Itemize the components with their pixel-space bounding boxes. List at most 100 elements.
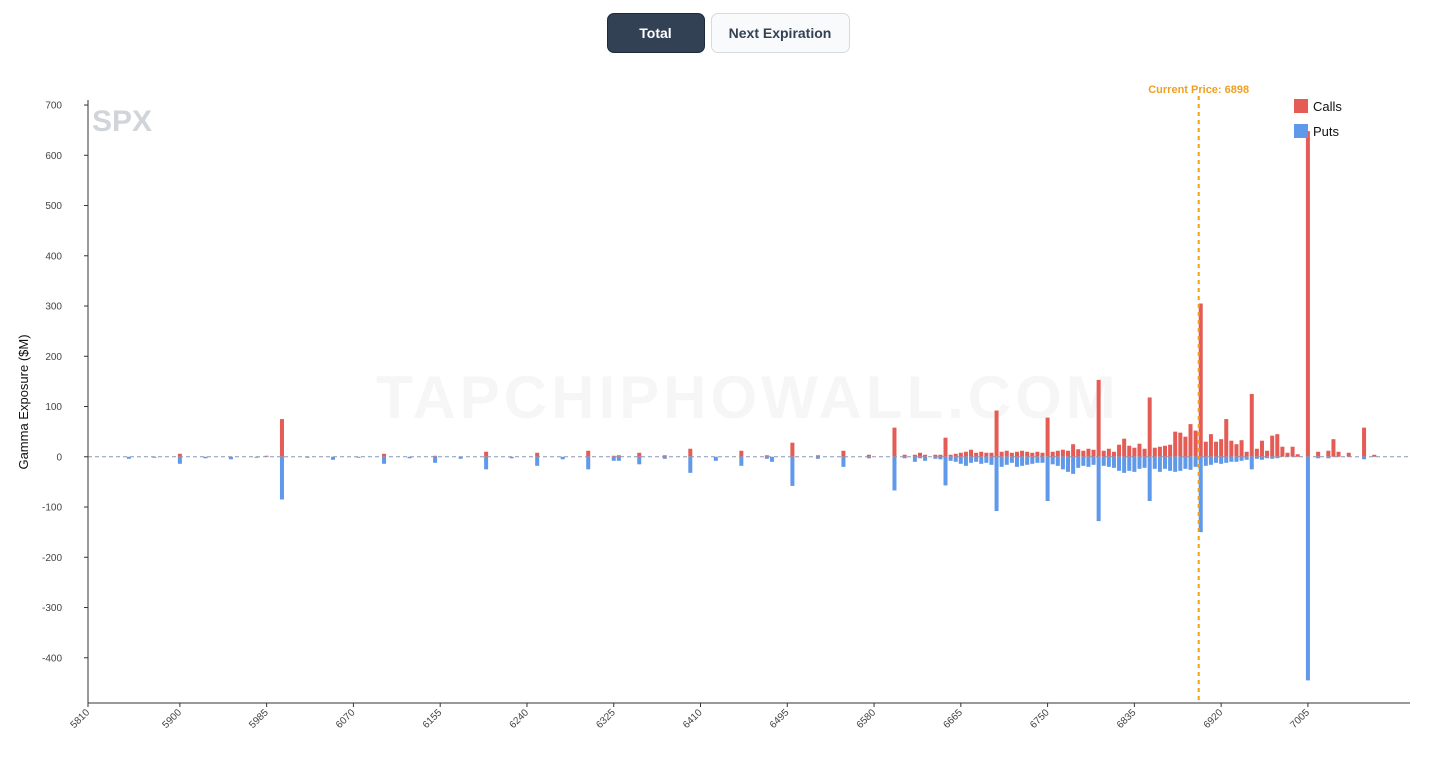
tab-total[interactable]: Total: [606, 13, 705, 53]
puts-bar: [484, 456, 489, 470]
puts-bar: [1219, 456, 1224, 464]
calls-bar: [1040, 452, 1045, 457]
puts-bar: [356, 456, 361, 458]
puts-bar: [1214, 456, 1219, 463]
calls-bar: [1132, 447, 1137, 457]
calls-bar: [1270, 435, 1275, 457]
puts-bar: [1091, 456, 1096, 465]
calls-bar: [1101, 450, 1106, 457]
puts-bar: [764, 456, 769, 459]
puts-bar: [841, 456, 846, 467]
puts-bar: [948, 456, 953, 461]
calls-bar: [1127, 445, 1132, 457]
calls-bar: [1239, 440, 1244, 457]
calls-bar: [1362, 427, 1367, 457]
calls-bar: [841, 450, 846, 457]
y-axis: -400 -300 -200 -100 0 100 200 300 400 500 600 700: [42, 101, 88, 664]
puts-bar: [1132, 456, 1137, 472]
symbol-label: SPX: [92, 105, 152, 138]
calls-bar: [917, 452, 922, 457]
puts-bar: [912, 456, 917, 462]
calls-bar: [948, 454, 953, 457]
puts-bar: [407, 456, 412, 459]
y-tick-label: 100: [45, 402, 62, 413]
calls-bar: [938, 454, 943, 457]
puts-bar: [1009, 456, 1014, 463]
calls-bar: [1203, 441, 1208, 457]
puts-bar: [938, 456, 943, 460]
calls-bar: [1060, 449, 1065, 457]
x-tick-label: 5810: [69, 707, 93, 731]
puts-bar: [637, 456, 642, 465]
calls-bar: [264, 455, 269, 457]
calls-bar: [912, 454, 917, 457]
calls-bar: [815, 455, 820, 457]
puts-bar: [1173, 456, 1178, 472]
puts-bar: [1326, 456, 1331, 459]
puts-bar: [866, 456, 871, 459]
calls-bar: [1372, 454, 1377, 457]
calls-bar: [1295, 454, 1300, 457]
calls-bar: [969, 449, 974, 457]
calls-bar: [1280, 446, 1285, 457]
puts-bar: [177, 456, 182, 464]
calls-bar: [1224, 419, 1229, 457]
puts-bar: [152, 456, 157, 458]
calls-bar: [1168, 444, 1173, 457]
calls-bar: [586, 450, 591, 457]
puts-bar: [1055, 456, 1060, 466]
puts-bar: [969, 456, 974, 463]
puts-bar: [1111, 456, 1116, 468]
calls-bar: [923, 454, 928, 457]
puts-bar: [1152, 456, 1157, 469]
x-tick-label: 7005: [1289, 707, 1313, 731]
calls-bar: [1193, 430, 1198, 457]
calls-bar: [1162, 445, 1167, 457]
puts-bar: [923, 456, 928, 461]
puts-bar: [433, 456, 438, 463]
puts-bar: [1122, 456, 1127, 473]
calls-bar: [979, 451, 984, 457]
puts-bar: [1244, 456, 1249, 460]
x-axis: 5810 5900 5985 6070 6155 6240 6325 6410 6495 6580…: [69, 703, 1313, 731]
y-tick-label: 0: [56, 452, 62, 463]
puts-bar: [1234, 456, 1239, 462]
calls-bar: [1106, 448, 1111, 457]
puts-bar: [616, 456, 621, 461]
puts-bar: [254, 456, 259, 458]
calls-bar: [1249, 393, 1254, 457]
puts-bar: [1142, 456, 1147, 468]
watermark: TAPCHIPHOWALL.COM: [376, 364, 1120, 431]
calls-bar: [866, 454, 871, 457]
calls-bar: [1259, 440, 1264, 457]
puts-bar: [203, 456, 208, 459]
puts-bar: [1066, 456, 1071, 472]
calls-bar: [1096, 379, 1101, 457]
puts-bar: [1101, 456, 1106, 466]
y-tick-label: 400: [45, 251, 62, 262]
puts-bar: [1060, 456, 1065, 470]
calls-bar: [958, 452, 963, 457]
calls-bar: [1198, 303, 1203, 457]
puts-bar: [382, 456, 387, 464]
calls-bar: [1122, 438, 1127, 457]
puts-bar: [126, 456, 131, 459]
calls-bar: [1081, 450, 1086, 457]
puts-bar: [560, 456, 565, 460]
calls-bar: [1157, 446, 1162, 457]
puts-bar: [509, 456, 514, 459]
puts-bar: [1096, 456, 1101, 522]
calls-bar: [1066, 450, 1071, 457]
puts-bar: [1025, 456, 1030, 465]
calls-bar: [616, 455, 621, 457]
puts-bar: [1035, 456, 1040, 463]
tab-next-expiration[interactable]: Next Expiration: [710, 13, 850, 53]
x-tick-label: 6155: [421, 707, 445, 731]
y-tick-label: -100: [42, 503, 62, 514]
x-tick-label: 5900: [160, 707, 184, 731]
calls-bar: [535, 452, 540, 457]
x-tick-label: 6835: [1115, 707, 1139, 731]
calls-bar: [1071, 444, 1076, 457]
y-tick-label: 300: [45, 302, 62, 313]
puts-bar: [1188, 456, 1193, 470]
